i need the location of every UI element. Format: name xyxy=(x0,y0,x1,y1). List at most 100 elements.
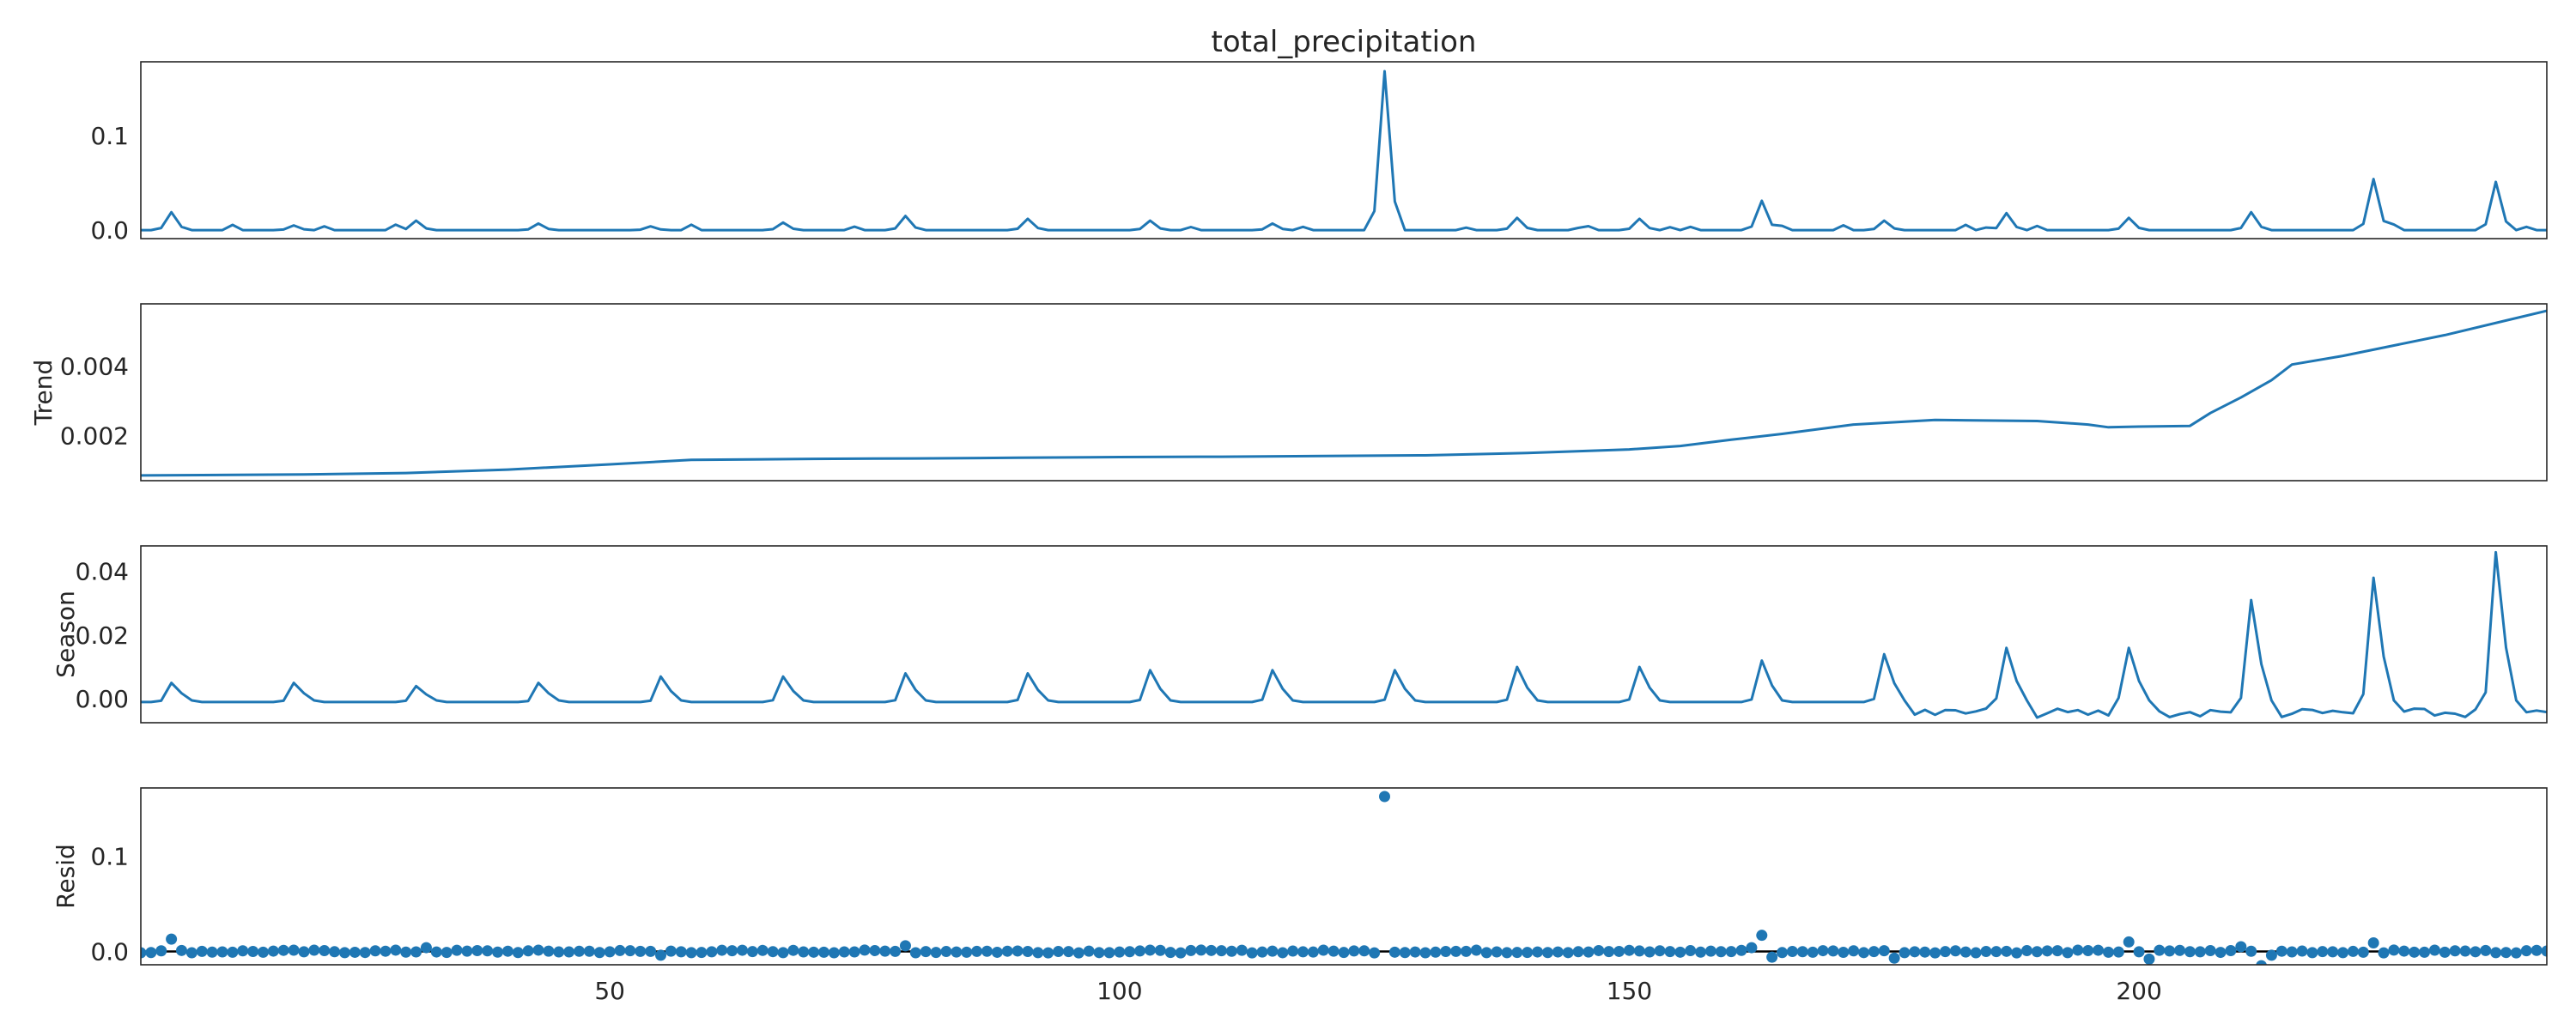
resid-point xyxy=(2102,946,2114,958)
resid-point xyxy=(2011,947,2023,959)
resid-point xyxy=(2194,946,2206,958)
resid-point xyxy=(1185,944,1197,956)
resid-point xyxy=(961,946,973,958)
resid-point xyxy=(1297,946,1309,958)
resid-point xyxy=(2164,945,2176,957)
resid-point xyxy=(2215,947,2227,959)
resid-point xyxy=(471,945,483,957)
resid-point xyxy=(1124,946,1136,958)
resid-point xyxy=(2133,946,2145,958)
resid-point xyxy=(319,944,331,956)
resid-point xyxy=(1715,946,1727,958)
resid-point xyxy=(1317,944,1329,956)
panel-frame xyxy=(140,303,2548,482)
resid-point xyxy=(277,944,289,956)
resid-point xyxy=(2409,946,2421,958)
resid-point xyxy=(2439,946,2451,958)
resid-point xyxy=(1777,947,1789,959)
resid-point xyxy=(501,945,513,957)
resid-point xyxy=(1990,946,2002,958)
resid-point xyxy=(2062,947,2074,959)
figure-title: total_precipitation xyxy=(1212,25,1477,59)
resid-point xyxy=(1949,945,1961,957)
resid-point xyxy=(746,946,758,958)
resid-point xyxy=(1899,947,1911,959)
resid-point xyxy=(1480,947,1492,959)
resid-point xyxy=(930,947,942,959)
resid-point xyxy=(1664,946,1676,958)
y-tick-label: 0.0 xyxy=(90,216,129,245)
resid-point xyxy=(1633,945,1645,957)
resid-point xyxy=(1940,946,1951,958)
resid-point xyxy=(308,944,320,956)
resid-point xyxy=(1541,947,1553,959)
x-tick-label: 50 xyxy=(594,977,625,1005)
resid-point xyxy=(706,946,718,958)
resid-point xyxy=(1848,945,1860,957)
resid-point xyxy=(155,945,167,957)
resid-point xyxy=(2541,945,2547,957)
resid-point xyxy=(1572,946,1584,958)
resid-point xyxy=(2225,945,2237,957)
resid-point xyxy=(1164,947,1176,959)
resid-point xyxy=(1378,791,1390,803)
resid-point xyxy=(1980,946,1992,958)
panel-resid: 0.0 0.1 50 100 150 200 Resid xyxy=(52,787,2548,1005)
resid-point xyxy=(645,945,657,957)
resid-point xyxy=(1643,946,1656,958)
resid-point xyxy=(1327,945,1340,957)
season-series-line xyxy=(141,550,2547,719)
resid-point xyxy=(1746,942,1758,954)
resid-point xyxy=(869,944,881,956)
resid-point xyxy=(593,947,605,959)
resid-point xyxy=(1144,944,1156,956)
resid-point xyxy=(2143,953,2155,965)
resid-point xyxy=(2388,944,2400,956)
resid-point xyxy=(2072,944,2084,956)
resid-point xyxy=(787,944,799,956)
resid-point xyxy=(716,944,728,956)
resid-point xyxy=(2317,946,2329,958)
x-tick-label: 200 xyxy=(2116,977,2161,1005)
resid-point xyxy=(2419,946,2431,958)
resid-point xyxy=(2459,945,2471,957)
resid-point xyxy=(430,946,442,958)
resid-point xyxy=(2367,937,2379,949)
resid-point xyxy=(492,946,504,958)
panel-observed: 0.0 0.1 xyxy=(90,61,2548,245)
resid-point xyxy=(400,946,412,958)
resid-point xyxy=(1613,945,1625,957)
resid-point xyxy=(461,945,473,957)
resid-point xyxy=(563,946,575,958)
resid-point xyxy=(828,947,840,959)
resid-point xyxy=(879,945,891,957)
resid-point xyxy=(1532,946,1544,958)
resid-point xyxy=(482,945,494,957)
resid-point xyxy=(1154,944,1166,956)
resid-point xyxy=(1419,947,1431,959)
y-axis-label-resid: Resid xyxy=(52,844,80,909)
resid-point xyxy=(1674,946,1686,958)
resid-point xyxy=(1725,946,1737,958)
resid-point xyxy=(1735,944,1747,956)
resid-point xyxy=(2500,947,2512,959)
y-tick-label: 0.004 xyxy=(60,353,129,381)
resid-point xyxy=(1685,945,1697,957)
resid-point xyxy=(196,945,208,957)
resid-point xyxy=(1399,947,1411,959)
resid-point xyxy=(1838,946,1850,958)
resid-point xyxy=(665,945,677,957)
resid-point xyxy=(1491,946,1503,958)
panel-frame xyxy=(140,61,2548,239)
resid-point xyxy=(583,945,595,957)
resid-point xyxy=(2275,945,2287,957)
resid-point xyxy=(141,947,147,959)
resid-point xyxy=(1277,947,1289,959)
resid-point xyxy=(1022,946,1034,958)
resid-point xyxy=(338,947,350,959)
resid-point xyxy=(1103,947,1115,959)
resid-point xyxy=(1460,945,1472,957)
y-axis-label-season: Season xyxy=(52,591,80,678)
resid-point xyxy=(1858,947,1870,959)
resid-point xyxy=(206,946,218,958)
